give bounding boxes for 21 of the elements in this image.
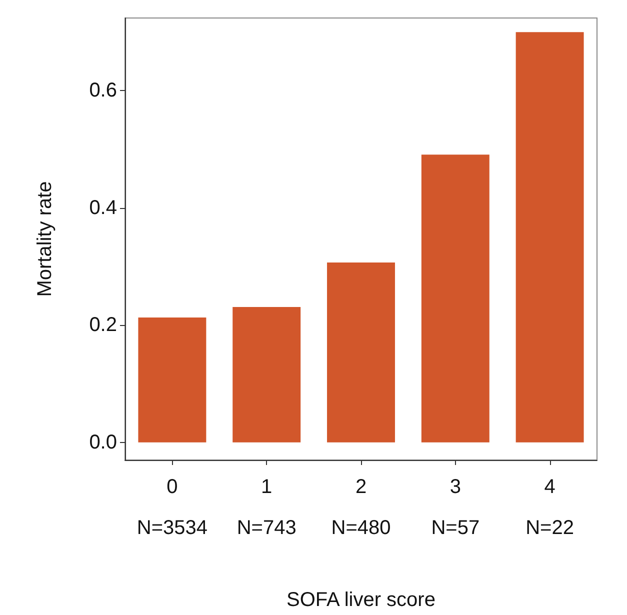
text: N=57 [431, 517, 480, 539]
bar [232, 307, 301, 442]
x-tick-label: 0 [166, 476, 178, 498]
text: N=22 [526, 517, 574, 539]
bar [327, 262, 395, 442]
text: N=480 [331, 517, 391, 539]
text: N=743 [236, 517, 296, 539]
x-tick-label: 2 [355, 476, 367, 498]
y-axis-title: Mortality rate [34, 181, 56, 297]
bar [421, 154, 490, 442]
bar [138, 318, 206, 442]
y-tick-label: 0.4 [89, 196, 117, 219]
y-tick-label: 0.2 [89, 314, 117, 336]
x-tick-label: 1 [261, 476, 272, 498]
y-tick-label: 0.6 [89, 80, 117, 102]
y-tick-label: 0.0 [89, 431, 117, 454]
text: N=3534 [136, 517, 208, 539]
x-axis-title: SOFA liver score [286, 589, 436, 611]
x-tick-label: 4 [544, 476, 556, 498]
bar [516, 32, 584, 442]
x-tick-label: 3 [450, 476, 461, 498]
